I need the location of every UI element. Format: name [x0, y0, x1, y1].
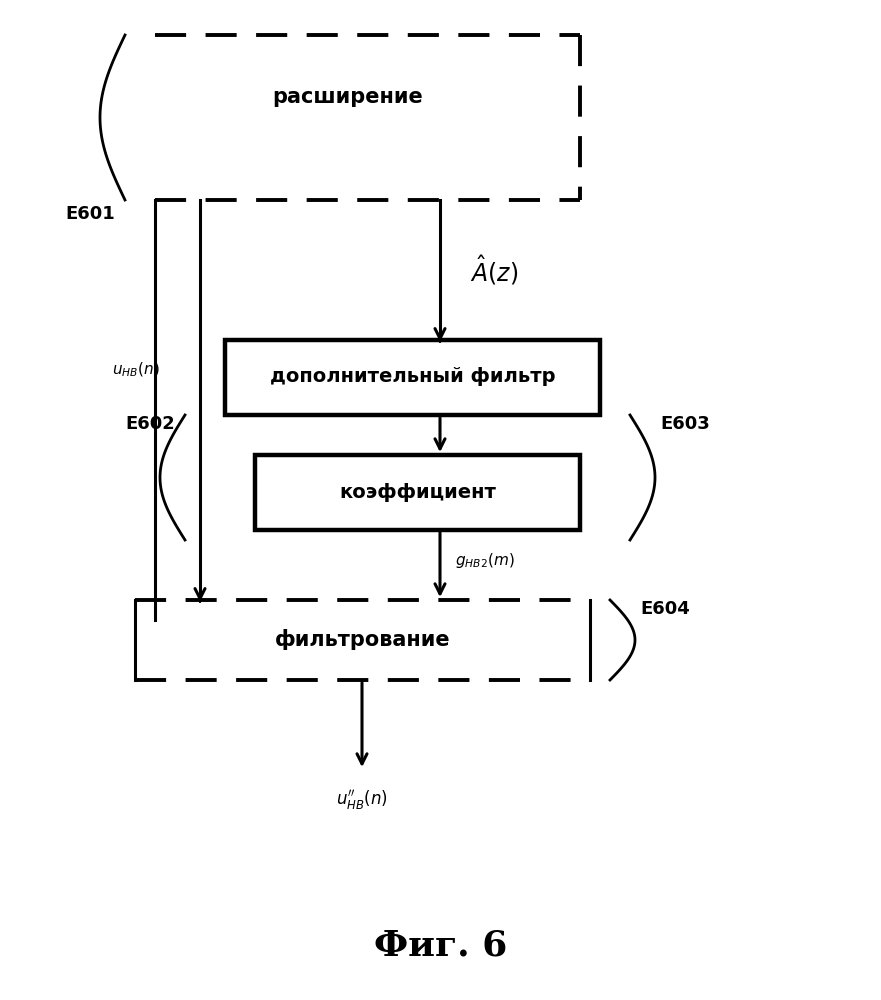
- Text: E603: E603: [660, 415, 710, 433]
- Bar: [225, 340, 600, 415]
- Text: E602: E602: [125, 415, 174, 433]
- Text: E601: E601: [65, 205, 115, 223]
- Text: коэффициент: коэффициент: [339, 483, 496, 502]
- Text: $u_{HB}^{\prime\prime}(n)$: $u_{HB}^{\prime\prime}(n)$: [336, 788, 388, 812]
- Text: $\hat{A}(z)$: $\hat{A}(z)$: [470, 253, 518, 287]
- Text: расширение: расширение: [272, 87, 423, 107]
- Text: $u_{HB}(n)$: $u_{HB}(n)$: [113, 361, 160, 379]
- Bar: [255, 455, 580, 530]
- Text: E604: E604: [640, 600, 690, 618]
- Text: $g_{HB2}(m)$: $g_{HB2}(m)$: [455, 550, 515, 570]
- Text: фильтрование: фильтрование: [275, 630, 450, 650]
- Text: Фиг. 6: Фиг. 6: [374, 928, 507, 962]
- Text: дополнительный фильтр: дополнительный фильтр: [270, 367, 555, 386]
